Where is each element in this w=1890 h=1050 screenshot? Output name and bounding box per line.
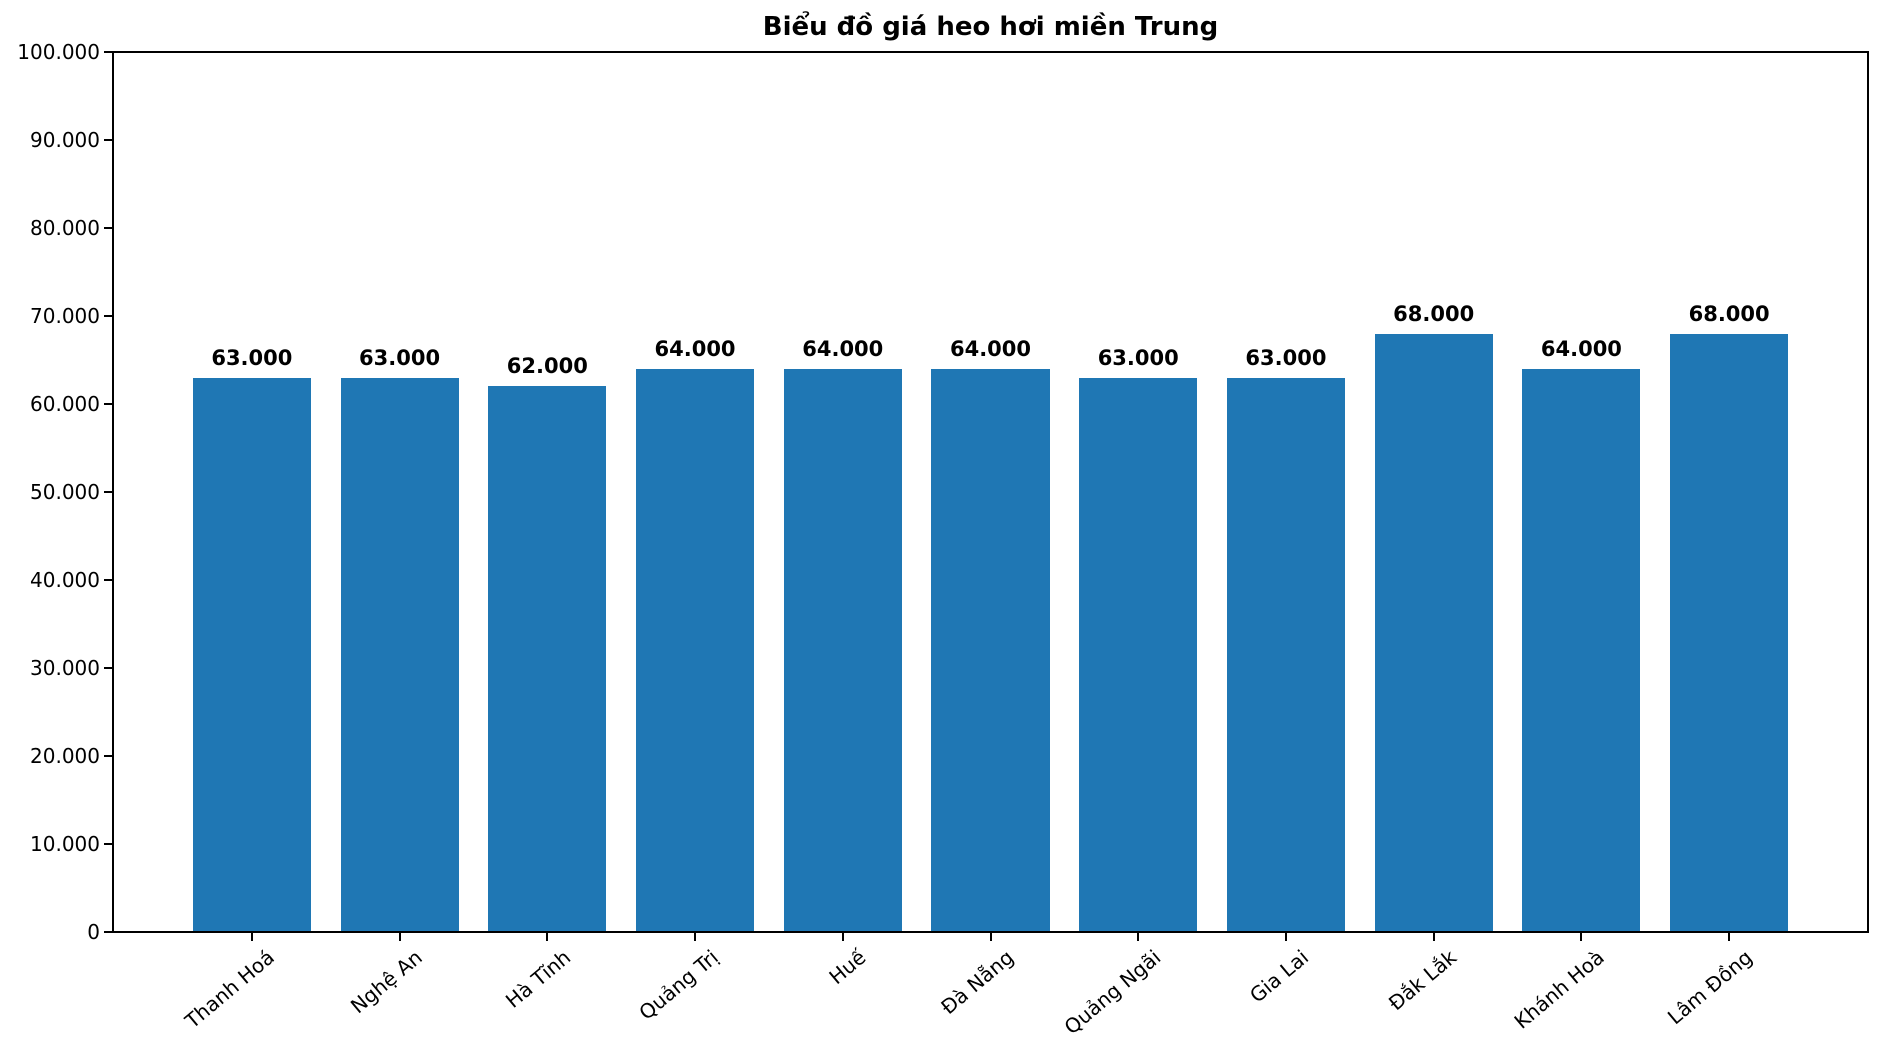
bar-value-label: 64.000 — [802, 336, 884, 361]
bar — [488, 386, 607, 932]
x-tick-label: Thanh Hoá — [180, 945, 280, 1034]
bar-value-label: 68.000 — [1393, 301, 1475, 326]
y-tick-mark — [104, 139, 113, 141]
bar — [931, 368, 1050, 932]
x-tick-mark — [841, 932, 844, 941]
y-tick-label: 30.000 — [30, 656, 100, 680]
y-tick-label: 80.000 — [30, 216, 100, 240]
x-tick-mark — [398, 932, 401, 941]
y-tick-mark — [104, 315, 113, 317]
bar — [192, 377, 311, 932]
y-tick-mark — [104, 51, 113, 53]
x-tick-mark — [1432, 932, 1435, 941]
x-tick-label: Đắk Lắk — [1383, 945, 1462, 1016]
bar-value-label: 68.000 — [1688, 301, 1770, 326]
bar-value-label: 62.000 — [506, 354, 588, 379]
y-tick-label: 60.000 — [30, 392, 100, 416]
bar — [1522, 368, 1641, 932]
y-tick-label: 100.000 — [17, 40, 100, 64]
bar — [1670, 333, 1789, 932]
x-tick-label: Khánh Hoà — [1509, 945, 1609, 1034]
y-tick-label: 40.000 — [30, 568, 100, 592]
x-tick-mark — [694, 932, 697, 941]
x-tick-label: Hà Tĩnh — [500, 945, 575, 1013]
x-tick-label: Huế — [824, 945, 871, 990]
y-tick-label: 0 — [87, 920, 100, 944]
x-tick-label: Lâm Đồng — [1662, 945, 1757, 1030]
x-tick-mark — [1137, 932, 1140, 941]
bar — [783, 368, 902, 932]
bar-value-label: 64.000 — [654, 336, 736, 361]
y-tick-mark — [104, 227, 113, 229]
x-tick-label: Đà Nẵng — [936, 945, 1018, 1020]
bar-value-label: 63.000 — [359, 345, 441, 370]
y-tick-mark — [104, 491, 113, 493]
bar-value-label: 63.000 — [1245, 345, 1327, 370]
y-tick-label: 90.000 — [30, 128, 100, 152]
x-tick-label: Quảng Trị — [633, 945, 723, 1025]
bar-value-label: 64.000 — [949, 336, 1032, 361]
y-tick-mark — [104, 579, 113, 581]
x-tick-label: Quảng Ngãi — [1059, 945, 1166, 1040]
bar — [340, 377, 459, 932]
y-tick-label: 50.000 — [30, 480, 100, 504]
y-tick-label: 10.000 — [30, 832, 100, 856]
x-tick-mark — [546, 932, 549, 941]
x-tick-label: Gia Lai — [1245, 945, 1314, 1008]
y-tick-mark — [104, 931, 113, 933]
x-tick-mark — [1728, 932, 1731, 941]
bar-value-label: 64.000 — [1540, 336, 1622, 361]
bar — [635, 368, 755, 932]
x-tick-mark — [989, 932, 992, 941]
y-tick-label: 70.000 — [30, 304, 100, 328]
x-tick-mark — [1580, 932, 1583, 941]
y-tick-mark — [104, 403, 113, 405]
y-tick-mark — [104, 755, 113, 757]
bar — [1374, 333, 1493, 932]
bar-value-label: 63.000 — [211, 345, 293, 370]
x-tick-mark — [1284, 932, 1287, 941]
chart-title: Biểu đồ giá heo hơi miền Trung — [762, 12, 1219, 42]
x-tick-label: Nghệ An — [346, 945, 428, 1019]
y-tick-mark — [104, 667, 113, 669]
bar — [1226, 377, 1346, 932]
bar-value-label: 63.000 — [1097, 345, 1179, 370]
y-tick-label: 20.000 — [30, 744, 100, 768]
x-tick-mark — [250, 932, 253, 941]
y-tick-mark — [104, 843, 113, 845]
bar — [1079, 377, 1198, 932]
